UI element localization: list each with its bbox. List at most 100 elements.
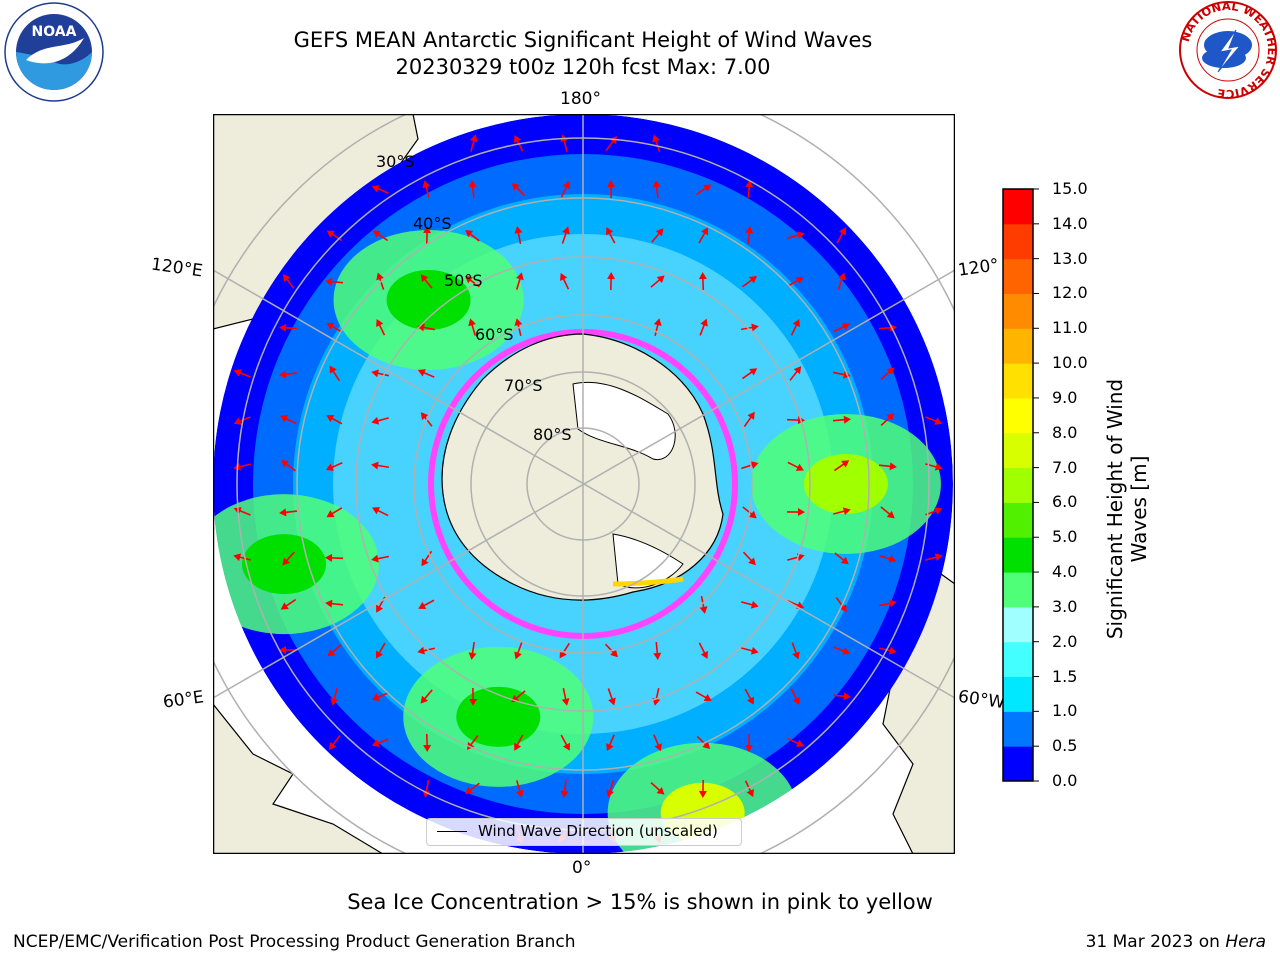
colorbar-segment [1003, 258, 1033, 294]
wave-direction-arrow [329, 365, 340, 382]
wave-direction-arrow [834, 552, 849, 565]
wave-direction-arrow [282, 551, 295, 566]
wave-direction-arrow [514, 226, 523, 245]
lat-label-40s: 40°S [413, 214, 452, 233]
polar-map [213, 114, 955, 854]
wave-direction-arrow [420, 689, 433, 704]
lon-label-120e: 120°E [149, 254, 204, 282]
lat-label-50s: 50°S [444, 271, 483, 290]
colorbar-tick-label: 4.0 [1052, 562, 1078, 582]
wave-direction-arrow [376, 642, 386, 659]
colorbar-title: Significant Height of Wind Waves [m] [1103, 309, 1151, 709]
wave-direction-arrow [606, 780, 615, 798]
wave-direction-arrow [561, 226, 570, 244]
wave-direction-arrow [606, 734, 615, 752]
wave-direction-arrow [279, 323, 298, 332]
noaa-logo: NOAA [4, 2, 104, 102]
lat-label-60s: 60°S [475, 325, 514, 344]
colorbar-tick-label: 1.0 [1052, 701, 1078, 721]
wave-direction-arrow [879, 554, 897, 563]
wave-direction-arrow [468, 318, 477, 336]
wave-direction-arrow [514, 642, 523, 660]
wave-direction-arrow [417, 323, 436, 332]
wave-direction-arrow [325, 462, 343, 471]
wave-direction-arrow [468, 180, 477, 199]
wave-direction-arrow [371, 416, 389, 425]
lon-label-60w: 60°W [956, 686, 1007, 714]
colorbar-tick-label: 8.0 [1052, 422, 1078, 442]
colorbar-segment [1003, 502, 1033, 538]
wave-direction-arrow [653, 734, 662, 752]
wave-direction-arrow [420, 412, 433, 427]
colorbar-tick-label: 6.0 [1052, 492, 1078, 512]
wave-direction-arrow [560, 273, 570, 290]
wave-direction-arrow [606, 180, 615, 199]
wave-direction-arrow [328, 735, 341, 750]
wave-direction-arrow [330, 688, 339, 706]
wave-direction-arrow [372, 230, 389, 242]
colorbar-segment [1003, 189, 1033, 225]
colorbar-segment [1003, 432, 1033, 469]
wave-direction-arrow [279, 645, 298, 654]
wave-direction-arrow [695, 691, 712, 701]
wave-direction-arrow [604, 643, 618, 658]
colorbar-segment [1003, 572, 1033, 608]
nws-logo: NATIONAL WEATHER SERVICE [1178, 0, 1278, 100]
wave-direction-arrow [651, 228, 664, 243]
colorbar-tick-label: 12.0 [1052, 283, 1088, 303]
wave-direction-arrow [233, 416, 251, 425]
colorbar-segment [1003, 328, 1033, 364]
sea-ice-yellow [612, 576, 684, 587]
wave-direction-arrow [423, 226, 432, 245]
wave-direction-arrow [515, 780, 524, 798]
wave-direction-arrow [744, 688, 754, 705]
lat-label-30s: 30°S [376, 152, 415, 171]
wave-direction-arrow [560, 181, 570, 198]
wave-direction-arrow [790, 688, 800, 705]
wave-direction-arrow [833, 507, 851, 516]
wave-direction-arrow [741, 600, 759, 609]
wave-direction-arrow [833, 646, 851, 655]
wave-direction-arrow [326, 415, 343, 425]
map-frame [213, 114, 955, 854]
wave-direction-arrow [741, 368, 758, 380]
colorbar-segment [1003, 467, 1033, 503]
wave-direction-arrow [279, 370, 298, 379]
weddell-ice-shelf [612, 533, 684, 589]
wave-direction-arrow [653, 318, 662, 336]
colorbar-tick-label: 5.0 [1052, 527, 1078, 547]
wave-direction-arrow [421, 550, 433, 567]
credit-date: 31 Mar 2023 on [1085, 932, 1226, 952]
wave-direction-arrow [325, 553, 344, 562]
legend-label: Wind Wave Direction (unscaled) [478, 822, 718, 840]
colorbar-title-line1: Significant Height of Wind [1103, 378, 1127, 640]
wave-direction-arrow [514, 135, 524, 152]
wave-direction-arrow [514, 734, 524, 751]
wave-direction-arrow [695, 184, 712, 196]
wave-direction-arrow [372, 507, 389, 517]
wave-direction-arrow [423, 733, 432, 752]
colorbar-tick-label: 0.0 [1052, 771, 1078, 790]
wave-direction-arrow [742, 276, 758, 288]
wave-direction-arrow [745, 180, 754, 199]
wave-direction-arrow [280, 598, 297, 610]
wave-direction-arrow [789, 366, 802, 381]
wave-direction-arrow [279, 508, 298, 517]
wave-direction-arrow [371, 185, 389, 194]
wave-direction-arrow [326, 507, 343, 518]
colorbar-segment [1003, 676, 1033, 712]
wave-direction-arrow [878, 599, 897, 608]
wave-direction-arrow [560, 779, 569, 798]
colorbar-tick-label: 13.0 [1052, 248, 1088, 268]
colorbar-tick-label: 14.0 [1052, 213, 1088, 233]
lon-label-60e: 60°E [161, 687, 206, 713]
wave-direction-arrow [652, 180, 661, 199]
wave-direction-arrow [696, 735, 711, 750]
noaa-logo-text: NOAA [32, 24, 77, 40]
wave-direction-arrow [833, 323, 850, 333]
wave-direction-arrow [787, 231, 805, 240]
wave-region-core-3 [386, 269, 471, 330]
wave-direction-arrow [925, 416, 943, 425]
legend-line-swatch [437, 831, 467, 832]
wave-direction-arrow [698, 779, 707, 798]
